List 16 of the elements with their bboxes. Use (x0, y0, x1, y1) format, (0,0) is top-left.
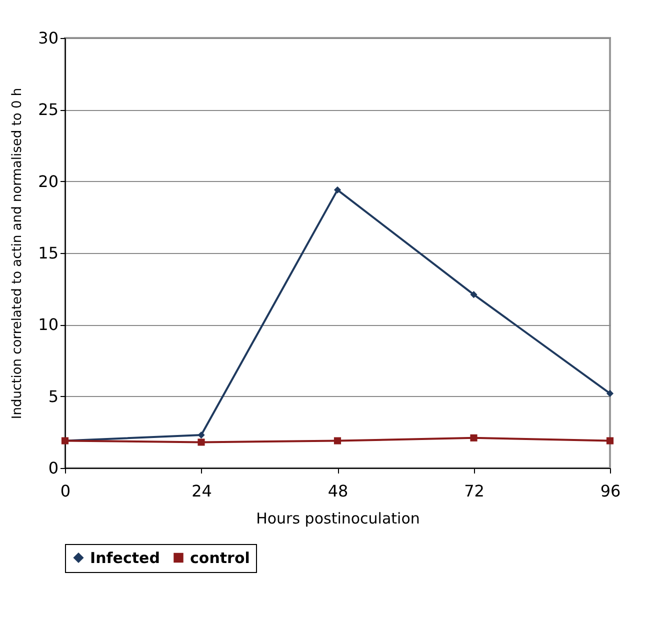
y-tick-label: 20 (38, 172, 58, 191)
y-tick-label: 5 (48, 386, 58, 406)
y-tick-label: 10 (38, 315, 58, 334)
x-tick-label: 24 (192, 482, 212, 500)
y-tick-label: 15 (38, 244, 58, 262)
legend-label: Infected (90, 548, 160, 567)
y-axis-title: Induction correlated to actin and normalised to 0 h (10, 88, 26, 420)
y-tick-label: 0 (48, 458, 58, 478)
x-tick-label: 48 (328, 482, 348, 500)
x-tick-label: 96 (600, 482, 621, 500)
x-tick-label: 0 (60, 482, 71, 500)
x-axis-title: Hours postinoculation (256, 510, 420, 528)
y-tick-label: 25 (38, 100, 58, 120)
legend-label: control (190, 548, 250, 567)
x-tick-label: 72 (464, 482, 484, 500)
y-tick-label: 30 (38, 28, 58, 48)
